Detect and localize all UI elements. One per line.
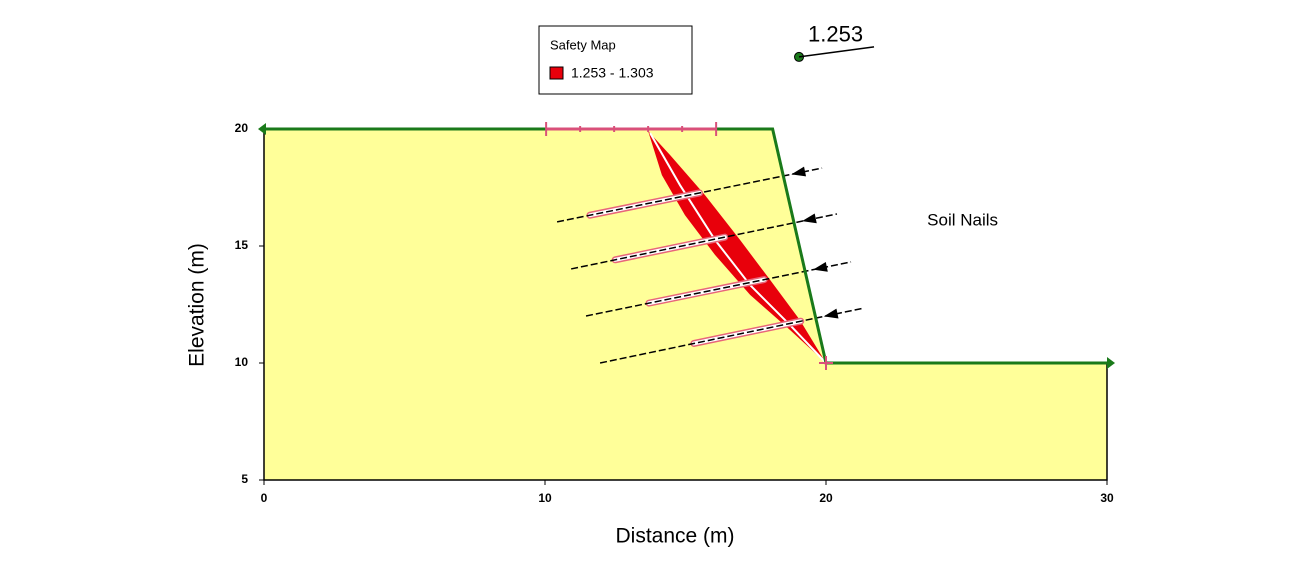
- legend-title: Safety Map: [550, 37, 616, 52]
- exit-point: [819, 356, 833, 370]
- nail-arrow: [823, 308, 839, 319]
- ground-surface: [264, 127, 1107, 365]
- critical-leader: [798, 46, 875, 58]
- x-tick-label: 30: [1100, 491, 1114, 505]
- x-axis-label: Distance (m): [615, 525, 734, 548]
- x-tick-label: 0: [261, 491, 268, 505]
- boundary-marker: [1107, 357, 1115, 369]
- legend-swatch: [549, 66, 564, 80]
- safety-zone: [648, 131, 826, 363]
- nail-arrow: [813, 261, 828, 272]
- y-tick-label: 5: [241, 472, 248, 486]
- y-tick-label: 15: [235, 238, 249, 252]
- y-axis-label: Elevation (m): [186, 243, 209, 367]
- nail: [599, 307, 865, 364]
- legend-box: [538, 25, 693, 95]
- boundary-marker: [258, 123, 266, 135]
- y-tick-label: 20: [235, 121, 249, 135]
- y-tick-label: 10: [235, 355, 249, 369]
- nail-arrow: [791, 166, 807, 177]
- nail: [585, 261, 852, 317]
- x-tick-label: 10: [538, 491, 552, 505]
- legend-label: 1.253 - 1.303: [571, 65, 654, 81]
- nail-arrow: [802, 213, 817, 224]
- factor-of-safety: 1.253: [808, 22, 863, 47]
- x-tick-label: 20: [819, 491, 833, 505]
- slip-surface: [649, 132, 827, 364]
- annotation: Soil Nails: [927, 210, 998, 229]
- nail: [556, 167, 823, 223]
